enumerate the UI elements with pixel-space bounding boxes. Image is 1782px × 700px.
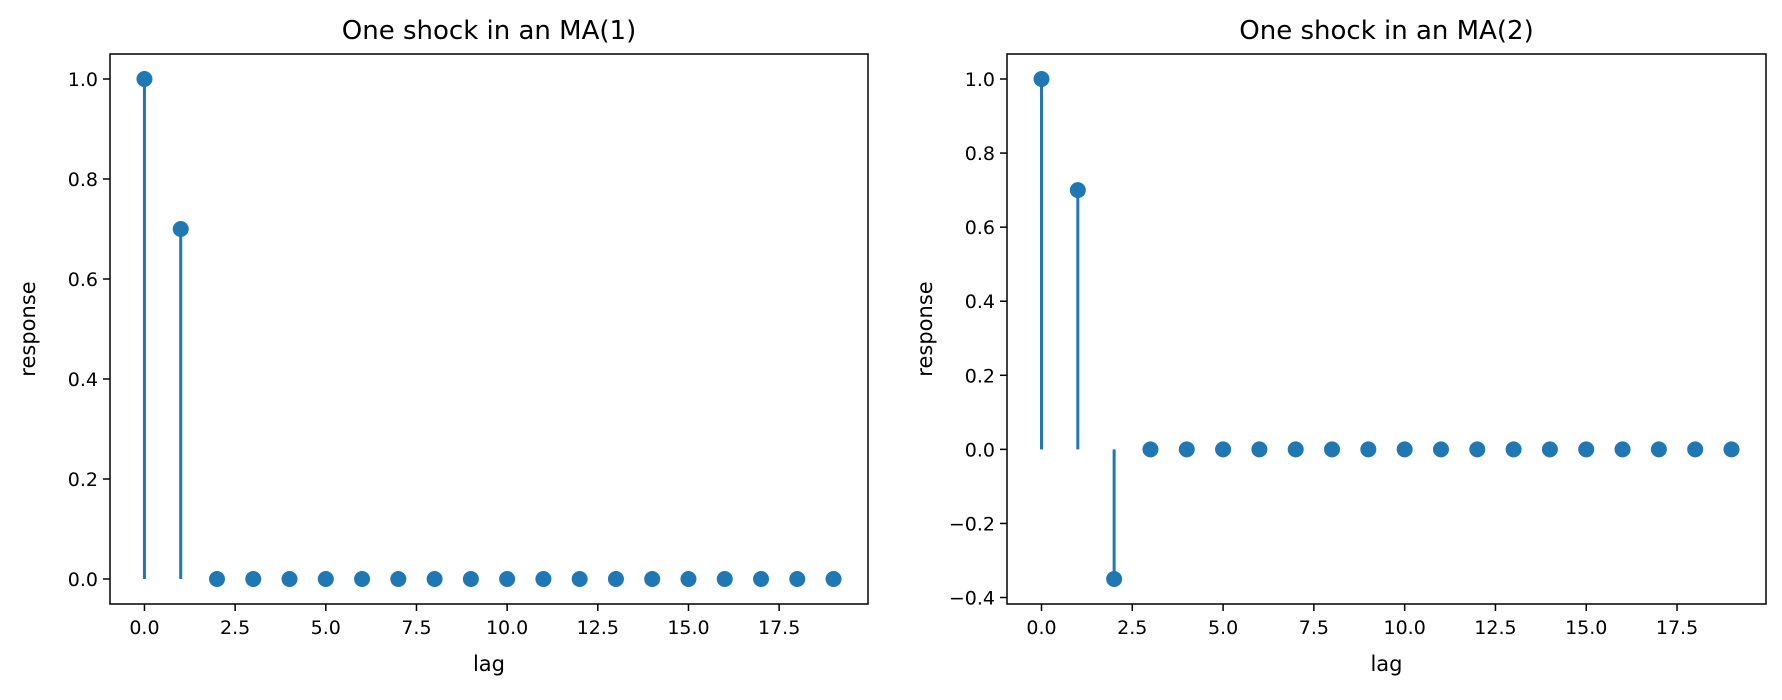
x-tick-label: 15.0	[667, 617, 709, 639]
stem-marker	[535, 571, 552, 587]
x-tick-label: 0.0	[129, 617, 159, 639]
stem-marker	[1396, 441, 1413, 458]
y-tick-label: 0.4	[68, 369, 98, 391]
stem-marker	[716, 571, 733, 587]
stem-marker	[317, 571, 334, 587]
stem-marker	[1360, 441, 1377, 458]
x-tick-label: 10.0	[1384, 617, 1426, 639]
x-tick-label: 2.5	[220, 617, 250, 639]
stem-marker	[1287, 441, 1304, 458]
stem-marker	[1324, 441, 1341, 458]
stem-marker	[1505, 441, 1522, 458]
stem-marker	[1687, 441, 1704, 458]
stem-marker	[172, 221, 189, 237]
chart-title: One shock in an MA(1)	[342, 16, 636, 46]
stem-marker	[1541, 441, 1558, 458]
stem-marker	[136, 71, 153, 87]
x-tick-label: 7.5	[401, 617, 431, 639]
x-tick-label: 15.0	[1565, 617, 1607, 639]
y-tick-label: −0.2	[949, 513, 995, 535]
stem-marker	[1251, 441, 1268, 458]
stem-marker	[354, 571, 371, 587]
y-tick-label: 0.6	[68, 269, 98, 291]
stem-marker	[607, 571, 624, 587]
stem-marker	[789, 571, 806, 587]
y-tick-label: −0.4	[949, 588, 995, 610]
stem-marker	[390, 571, 407, 587]
chart-ma1: One shock in an MA(1) lag response 0.0 2.…	[16, 16, 869, 676]
y-tick-label: 0.0	[965, 439, 995, 461]
y-tick-label: 0.4	[965, 291, 995, 313]
stem-marker	[1614, 441, 1631, 458]
stem-marker	[208, 571, 225, 587]
y-axis-label: response	[913, 281, 937, 376]
stem-marker	[1469, 441, 1486, 458]
x-tick-label: 17.5	[758, 617, 800, 639]
stem-marker	[1106, 571, 1123, 587]
x-tick-label: 7.5	[1299, 617, 1329, 639]
y-tick-label: 0.8	[68, 169, 98, 191]
y-tick-label: 0.2	[68, 469, 98, 491]
y-tick-label: 0.8	[965, 143, 995, 165]
y-tick-label: 1.0	[68, 69, 98, 91]
stem-marker	[753, 571, 770, 587]
x-tick-label: 12.5	[577, 617, 619, 639]
x-tick-label: 0.0	[1026, 617, 1056, 639]
y-tick-label: 1.0	[965, 69, 995, 91]
stem-marker	[1069, 182, 1086, 199]
stem-marker	[1578, 441, 1595, 458]
stem-marker	[571, 571, 588, 587]
x-axis-label: lag	[473, 652, 505, 676]
stem-marker	[1650, 441, 1667, 458]
stem-marker	[281, 571, 298, 587]
x-tick-label: 2.5	[1117, 617, 1147, 639]
x-tick-label: 5.0	[311, 617, 341, 639]
stem-marker	[462, 571, 479, 587]
stem-marker	[1142, 441, 1159, 458]
stem-marker	[1432, 441, 1449, 458]
x-tick-label: 10.0	[486, 617, 528, 639]
stem-marker	[245, 571, 262, 587]
x-axis-label: lag	[1370, 652, 1402, 676]
y-axis-label: response	[16, 281, 40, 376]
x-tick-label: 12.5	[1474, 617, 1516, 639]
y-tick-label: 0.0	[68, 569, 98, 591]
y-tick-label: 0.2	[965, 365, 995, 387]
x-tick-label: 5.0	[1208, 617, 1238, 639]
stem-marker	[1215, 441, 1232, 458]
y-tick-label: 0.6	[965, 217, 995, 239]
chart-title: One shock in an MA(2)	[1239, 16, 1533, 46]
stem-marker	[426, 571, 443, 587]
stem-marker	[499, 571, 516, 587]
stem-marker	[680, 571, 697, 587]
stem-marker	[1033, 71, 1050, 87]
x-tick-label: 17.5	[1656, 617, 1698, 639]
stem-marker	[1723, 441, 1740, 458]
stem-marker	[825, 571, 842, 587]
stem-marker	[644, 571, 661, 587]
axes-frame	[1006, 53, 1767, 605]
chart-ma2: One shock in an MA(2) lag response 0.0 2.…	[913, 16, 1767, 676]
axes-frame	[109, 53, 869, 605]
stem-marker	[1178, 441, 1195, 458]
